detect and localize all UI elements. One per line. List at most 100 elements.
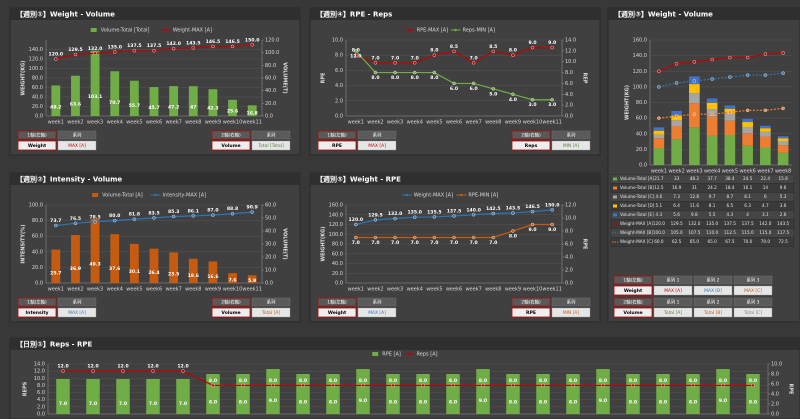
legend-swatch xyxy=(90,28,97,32)
point xyxy=(91,369,95,373)
series-selector[interactable] xyxy=(693,285,733,296)
y2-tick-label: 6.0 xyxy=(565,81,573,87)
point xyxy=(432,53,437,57)
series-selector[interactable] xyxy=(551,307,591,318)
series-selector[interactable] xyxy=(357,140,397,151)
item-selector[interactable] xyxy=(17,307,57,318)
series-selector[interactable] xyxy=(357,307,397,318)
item-selector[interactable] xyxy=(17,140,57,151)
bar xyxy=(724,135,736,165)
bar-value-label: 8.0 xyxy=(449,400,457,406)
table-cell: 37.7 xyxy=(707,176,717,181)
point-value-label: 7.0 xyxy=(470,240,478,246)
bar-value-label: 8.0 xyxy=(419,400,427,406)
item-selector[interactable] xyxy=(317,140,357,151)
table-cell: 11.6 xyxy=(690,203,700,208)
point-value-label: 7.0 xyxy=(489,240,497,246)
point xyxy=(511,229,515,233)
y-axis-title: WEIGHT(KG) xyxy=(321,226,327,261)
item-selector[interactable] xyxy=(211,140,251,151)
point xyxy=(781,51,785,55)
bar xyxy=(742,133,753,146)
series-selector[interactable] xyxy=(551,140,591,151)
item-selector[interactable] xyxy=(613,307,653,318)
point-value-label: 120.0 xyxy=(349,217,364,223)
point-value-label: 9.0 xyxy=(528,40,536,46)
point-value-label: 7.0 xyxy=(411,55,419,61)
y-axis-title: REPS xyxy=(23,381,29,396)
item-selector[interactable] xyxy=(511,307,551,318)
bar xyxy=(86,379,100,414)
table-cell: 16.9 xyxy=(672,185,682,190)
table-cell: 14 xyxy=(763,185,769,190)
point-value-label: 7.0 xyxy=(450,240,458,246)
point xyxy=(373,218,378,222)
point-value-label: 3.0 xyxy=(548,102,556,108)
point-value-label: 150.0 xyxy=(245,37,260,43)
bar xyxy=(746,374,760,414)
panel xyxy=(309,7,601,156)
series-selector[interactable] xyxy=(733,307,773,318)
axis-selector xyxy=(317,130,357,140)
series-selector[interactable] xyxy=(57,307,97,318)
point-value-label: 7.0 xyxy=(391,55,399,61)
point-value-label: 8.0 xyxy=(749,378,757,384)
point xyxy=(301,383,305,388)
point-value-label: 137.5 xyxy=(147,43,162,49)
point xyxy=(530,98,535,102)
bar-value-label: 7.0 xyxy=(89,401,97,407)
x-tick-label: week4 xyxy=(107,120,123,126)
series-selector[interactable] xyxy=(733,285,773,296)
legend-label: RPE-MIN [A] xyxy=(468,193,498,199)
table-cell: 135.0 xyxy=(706,221,718,226)
item-selector[interactable] xyxy=(317,307,357,318)
y2-tick-label: 4.0 xyxy=(771,392,779,398)
legend-swatch xyxy=(372,352,379,356)
x-tick-label: week3 xyxy=(87,287,103,293)
x-tick-label: week5 xyxy=(426,120,442,126)
point xyxy=(491,211,495,216)
panel-title: 【週別②】Intensity - Volume xyxy=(16,175,122,184)
axis-selector-label: 1軸(左軸) xyxy=(27,132,47,139)
bar-value-label: 9.0 xyxy=(719,398,727,404)
item-selector-label: RPE xyxy=(526,310,536,316)
item-selector[interactable] xyxy=(613,285,653,296)
series-selector-label: MAX [C] xyxy=(744,288,762,294)
item-selector[interactable] xyxy=(211,307,251,318)
point xyxy=(601,383,605,388)
point-value-label: 6.0 xyxy=(450,86,458,92)
point xyxy=(413,70,417,75)
table-row-name: Weight-MAX [A] xyxy=(620,221,653,226)
table-cell: 15.8 xyxy=(778,176,788,181)
series-selector[interactable] xyxy=(653,285,693,296)
point xyxy=(452,214,456,218)
item-selector-label: Volume xyxy=(623,310,642,316)
point xyxy=(710,77,714,81)
point xyxy=(511,211,515,215)
y-tick-label: 0.0 xyxy=(37,412,45,418)
series-selector[interactable] xyxy=(653,307,693,318)
series-selector[interactable] xyxy=(693,307,733,318)
point xyxy=(763,73,768,77)
bar xyxy=(760,128,771,132)
point-value-label: 129.5 xyxy=(68,47,83,53)
point xyxy=(230,44,235,49)
series-selector[interactable] xyxy=(57,140,97,151)
bar xyxy=(724,120,736,135)
point xyxy=(745,108,750,113)
point-value-label: 8.0 xyxy=(659,378,667,384)
point-value-label: 7.0 xyxy=(371,240,379,246)
y-tick-label: 10.0 xyxy=(34,376,45,382)
series-selector[interactable] xyxy=(251,140,291,151)
table-cell: 112.5 xyxy=(724,230,736,235)
point xyxy=(152,48,156,53)
x-tick-label: week6 xyxy=(446,120,462,126)
item-selector[interactable] xyxy=(511,140,551,151)
bar xyxy=(706,98,718,103)
series-header-label: 系列 1 xyxy=(667,277,680,284)
table-cell: 9.6 xyxy=(780,185,787,190)
axis-selector-label: 2軸(右軸) xyxy=(623,299,643,306)
series-selector[interactable] xyxy=(251,307,291,318)
bar xyxy=(706,116,718,136)
point xyxy=(421,383,425,388)
